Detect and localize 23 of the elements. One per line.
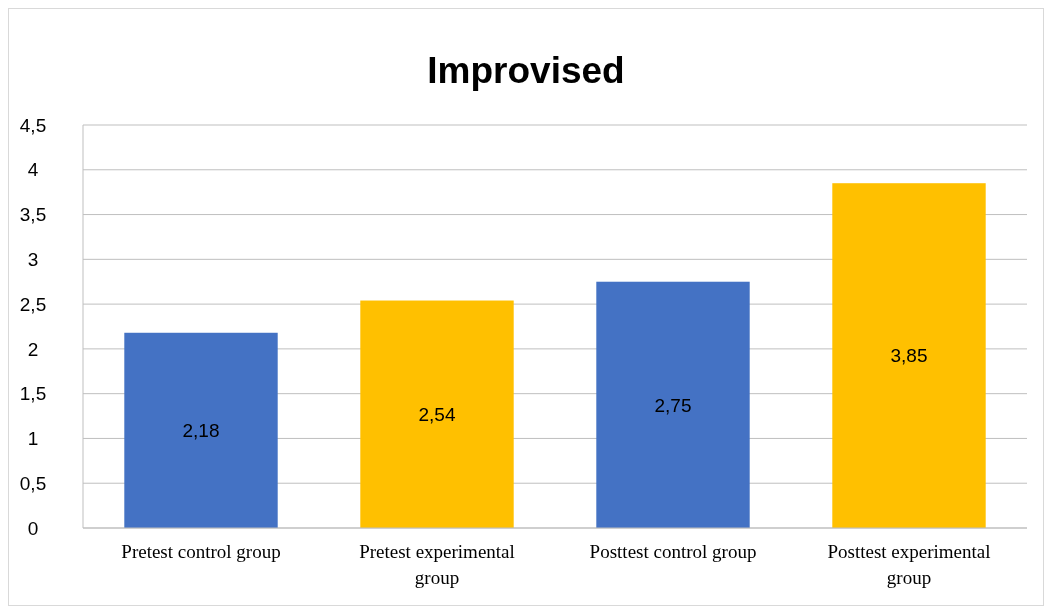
y-tick-label: 0: [27, 517, 39, 539]
bar: [596, 281, 750, 528]
data-label: 3,85: [890, 345, 928, 367]
bar: [832, 183, 986, 528]
bar: [360, 300, 514, 528]
x-tick-label: Pretest experimental group: [359, 541, 515, 588]
bar: [124, 332, 278, 528]
y-tick-label: 1,5: [19, 383, 47, 405]
data-label: 2,18: [182, 420, 220, 442]
y-tick-label: 4,5: [19, 114, 47, 136]
y-tick-label: 2: [27, 338, 39, 360]
x-tick-label: Posttest experimental group: [827, 541, 991, 588]
x-tick-label: Posttest control group: [589, 541, 757, 562]
y-tick-label: 0,5: [19, 472, 47, 494]
data-label: 2,75: [654, 394, 692, 416]
y-tick-label: 4: [27, 159, 39, 181]
y-tick-label: 1: [27, 428, 39, 450]
y-tick-label: 2,5: [19, 293, 47, 315]
data-label: 2,54: [418, 403, 456, 425]
y-tick-label: 3: [27, 248, 39, 270]
chart-title: Improvised: [427, 50, 625, 91]
y-tick-label: 3,5: [19, 204, 47, 226]
x-tick-label: Pretest control group: [121, 541, 281, 562]
